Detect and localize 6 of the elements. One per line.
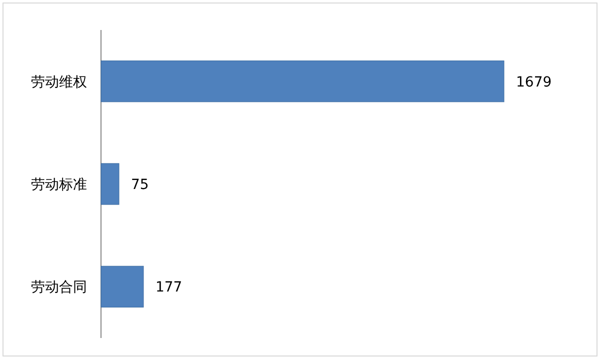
data-label: 75 bbox=[131, 177, 149, 193]
y-tick-label: 劳动合同 bbox=[31, 280, 87, 296]
y-tick-label: 劳动标准 bbox=[31, 177, 87, 193]
y-tick-label: 劳动维权 bbox=[31, 74, 87, 90]
data-label: 1679 bbox=[516, 74, 552, 90]
data-label: 177 bbox=[155, 280, 182, 296]
